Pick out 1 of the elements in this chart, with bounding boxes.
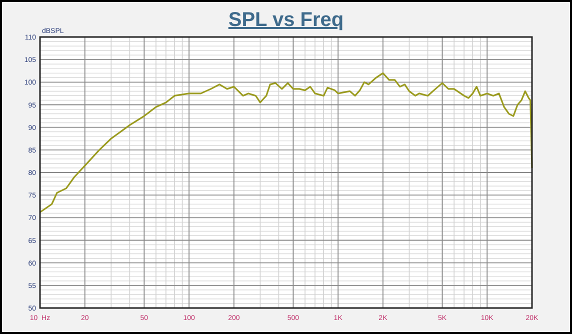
chart-title: SPL vs Freq (228, 9, 344, 31)
